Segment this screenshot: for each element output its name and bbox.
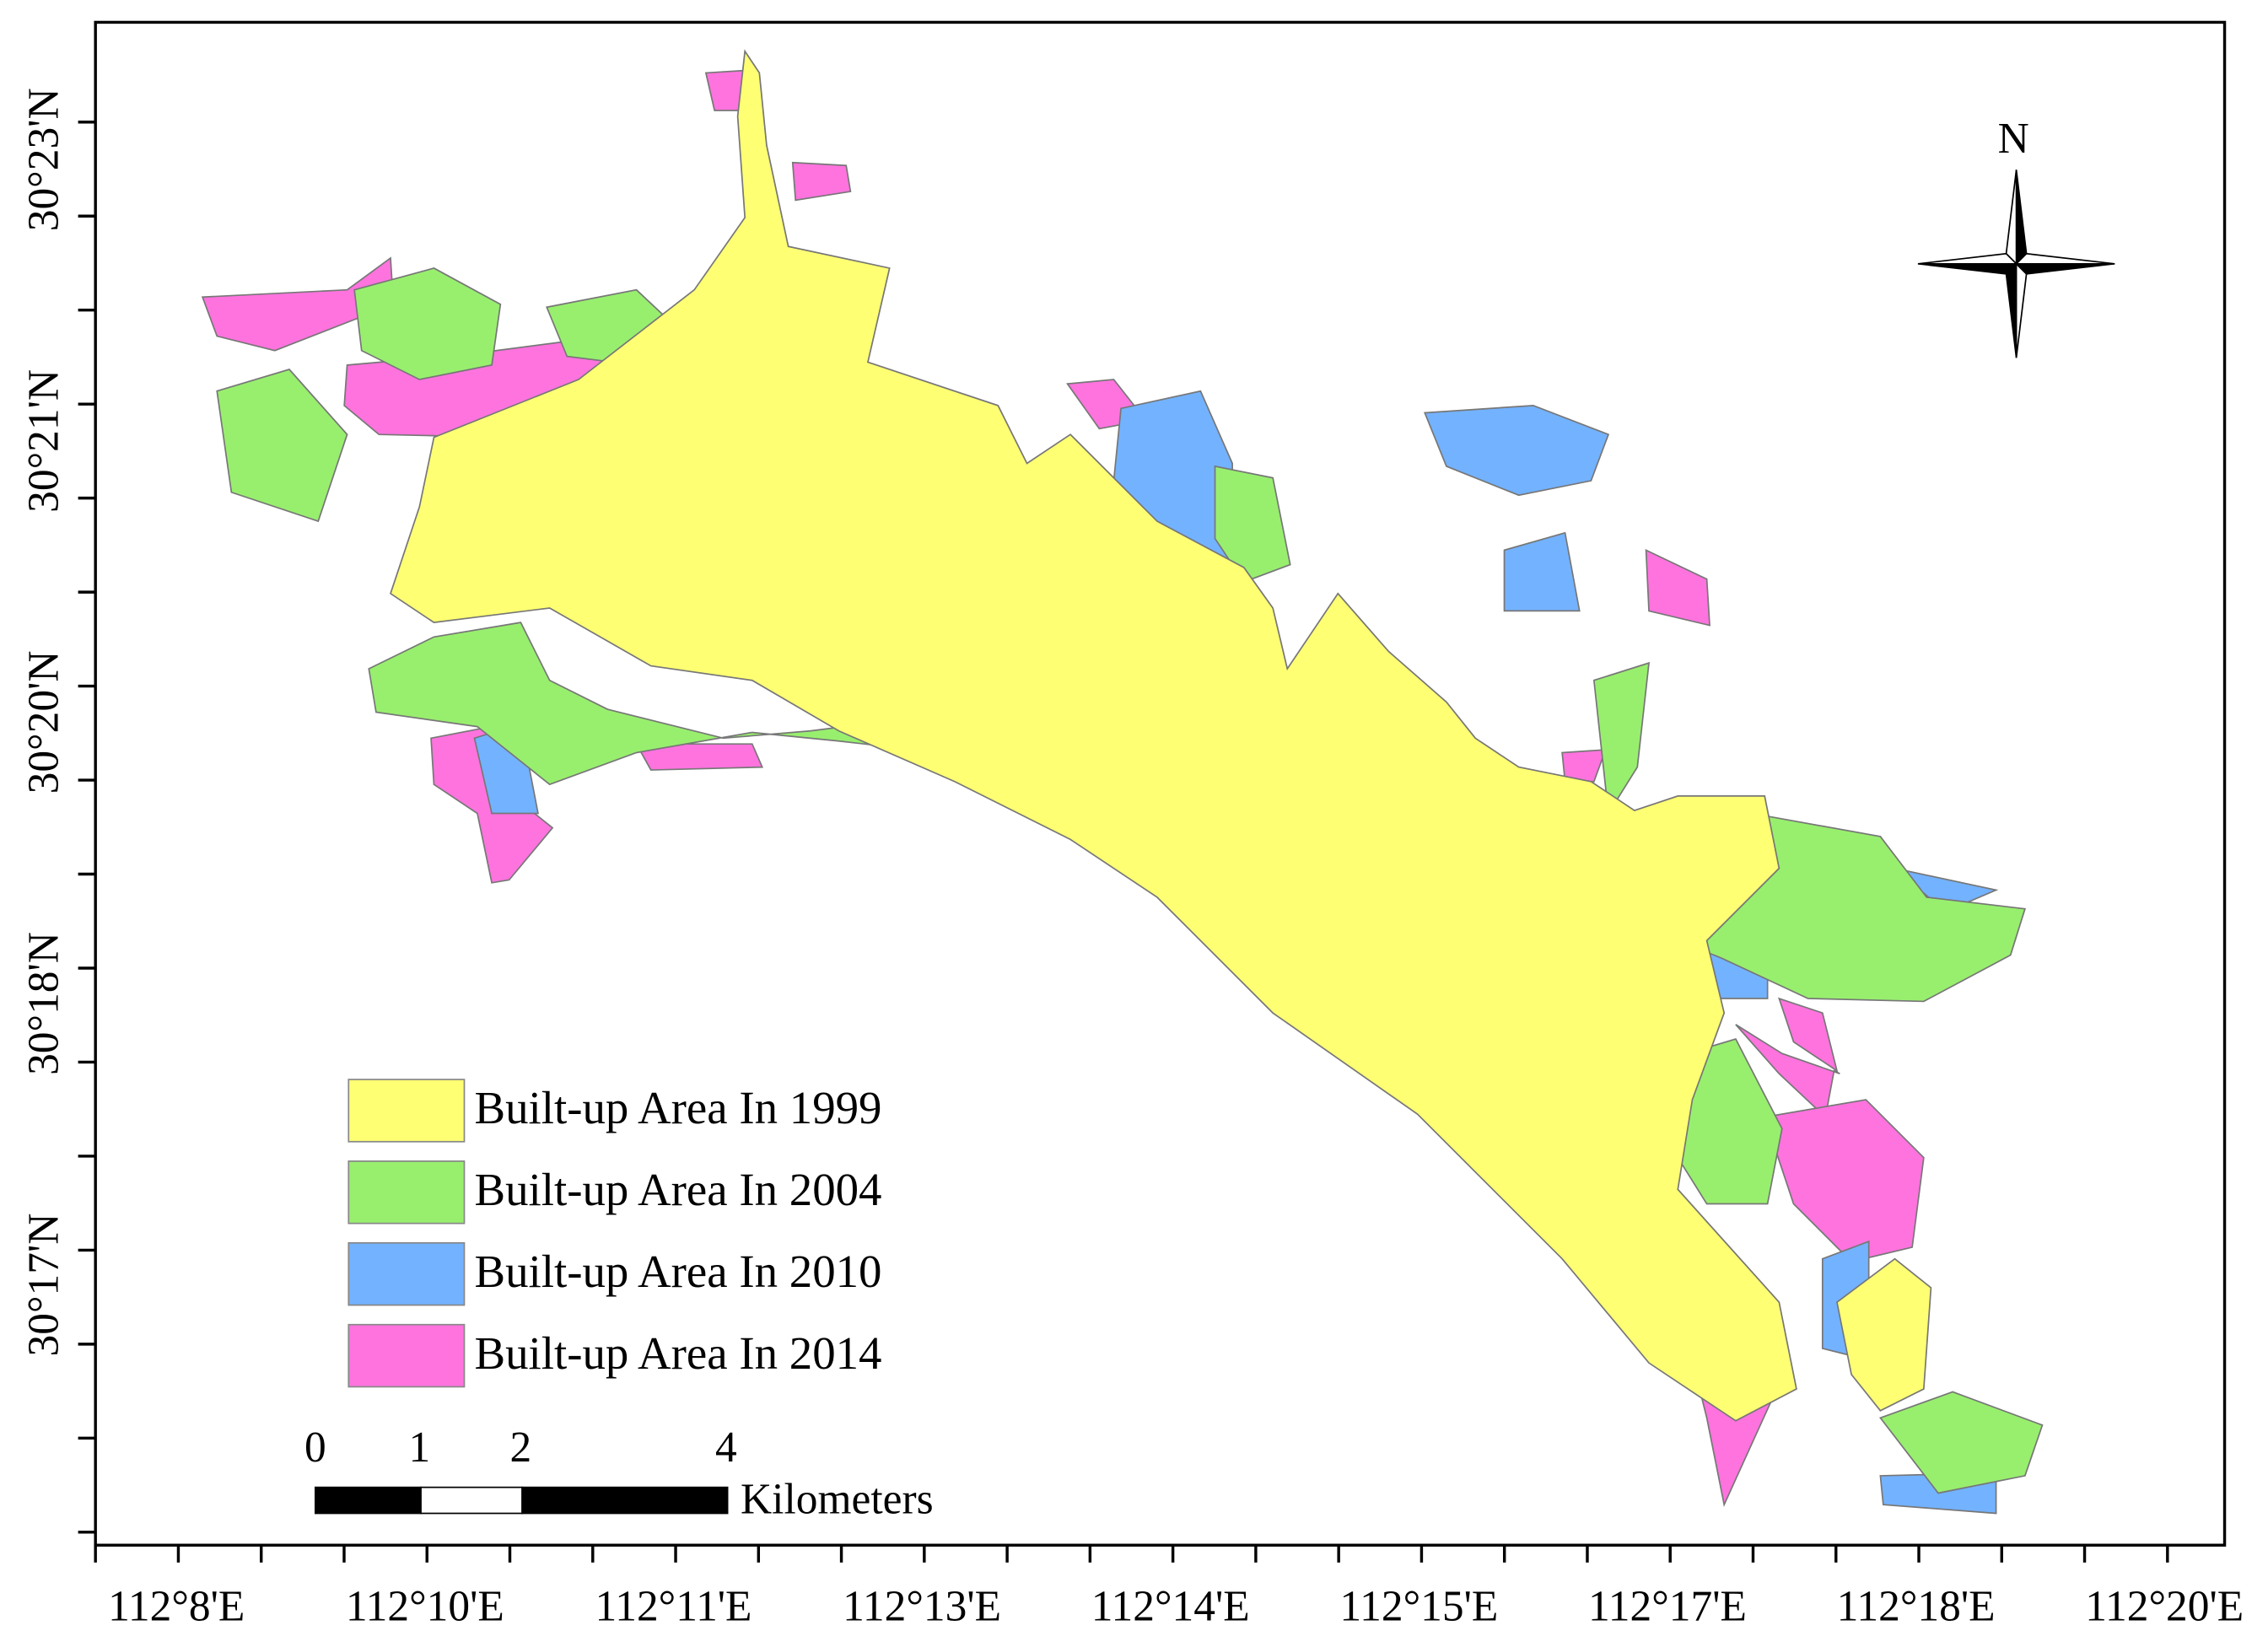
x-axis-label: 112°18'E xyxy=(1837,1582,1996,1630)
y-axis-label: 30°20'N xyxy=(20,651,68,794)
legend-swatch xyxy=(347,1160,466,1224)
legend-label: Built-up Area In 2014 xyxy=(474,1327,881,1379)
area-1999 xyxy=(390,49,1797,1422)
y-axis-labels: 30°23'N 30°21'N 30°20'N 30°18'N 30°17'N xyxy=(20,88,68,1356)
x-axis-label: 112°10'E xyxy=(346,1582,504,1630)
area-2004 xyxy=(1214,465,1291,584)
legend: Built-up Area In 1999 Built-up Area In 20… xyxy=(347,1079,881,1388)
scale-labels: 0 1 2 4 xyxy=(304,1424,737,1472)
y-axis-label: 30°21'N xyxy=(20,369,68,513)
x-axis-label: 112°13'E xyxy=(843,1582,1001,1630)
area-1999 xyxy=(1836,1257,1932,1412)
scale-unit: Kilometers xyxy=(741,1476,934,1524)
legend-swatch xyxy=(347,1241,466,1306)
map-frame xyxy=(94,20,2227,1547)
north-arrow xyxy=(1917,170,2115,358)
area-2010 xyxy=(1503,531,1581,612)
area-2004 xyxy=(1592,661,1651,816)
scale-bar xyxy=(314,1486,729,1515)
x-axis-label: 112°15'E xyxy=(1339,1582,1498,1630)
north-label: N xyxy=(1998,115,2029,163)
axis-ticks xyxy=(78,121,2169,1563)
map-layers xyxy=(201,49,2044,1515)
y-axis-label: 30°18'N xyxy=(20,932,68,1075)
area-2014 xyxy=(1735,1024,1840,1119)
area-2014 xyxy=(1764,1099,1925,1263)
y-axis-label: 30°17'N xyxy=(20,1214,68,1357)
y-axis-label: 30°23'N xyxy=(20,88,68,231)
area-2010 xyxy=(1423,405,1610,497)
scale-label: 2 xyxy=(510,1424,532,1472)
area-2014 xyxy=(1778,997,1839,1073)
area-2004 xyxy=(353,267,502,380)
x-axis-label: 112°11'E xyxy=(595,1582,752,1630)
x-axis-label: 112°17'E xyxy=(1588,1582,1747,1630)
x-axis-labels: 112°8'E 112°10'E 112°11'E 112°13'E 112°14'E 1… xyxy=(108,1582,2244,1630)
area-2004 xyxy=(1879,1391,2044,1494)
legend-swatch xyxy=(347,1323,466,1388)
area-2014 xyxy=(1561,749,1607,783)
legend-label: Built-up Area In 2010 xyxy=(474,1246,881,1297)
layer-1999 xyxy=(390,49,1932,1422)
scale-label: 4 xyxy=(715,1424,737,1472)
scale-label: 1 xyxy=(408,1424,430,1472)
legend-swatch xyxy=(347,1079,466,1143)
area-2014 xyxy=(1645,548,1710,627)
area-2014 xyxy=(791,161,852,202)
area-2004 xyxy=(216,369,348,523)
legend-label: Built-up Area In 1999 xyxy=(474,1082,881,1133)
x-axis-label: 112°8'E xyxy=(108,1582,245,1630)
legend-label: Built-up Area In 2004 xyxy=(474,1164,881,1215)
scale-label: 0 xyxy=(304,1424,326,1472)
x-axis-label: 112°14'E xyxy=(1091,1582,1250,1630)
area-2014 xyxy=(635,743,764,771)
x-axis-label: 112°20'E xyxy=(2085,1582,2244,1630)
